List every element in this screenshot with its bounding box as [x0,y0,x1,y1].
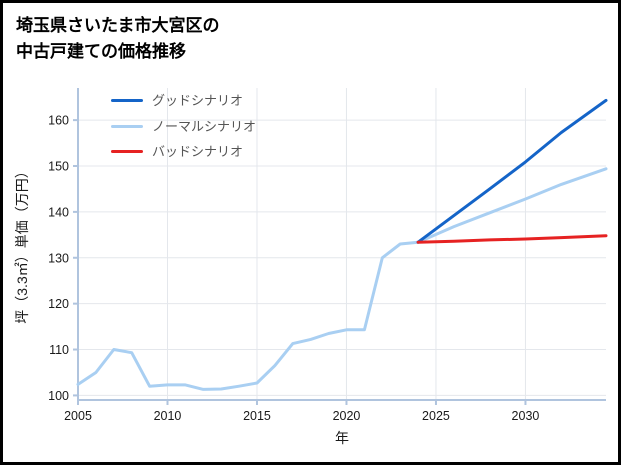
y-tick-label: 120 [48,297,69,311]
x-tick-label: 2010 [154,409,182,423]
x-tick-label: 2030 [512,409,540,423]
normal-scenario-line-swatch [111,124,143,128]
x-tick-label: 2025 [422,409,450,423]
series-line-グッドシナリオ [416,98,608,244]
y-tick-label: 150 [48,160,69,174]
x-axis-label: 年 [335,430,349,446]
price-trend-chart: 2005 2010 2015 2020 2025 2030 100 110 120 130 140 1… [14,88,608,446]
legend-item-bad-scenario: バッドシナリオ [111,144,256,160]
chart-title-line2: 中古戸建ての価格推移 [16,41,186,61]
y-axis-label: 坪（3.3㎡）単価（万円） [14,164,30,323]
legend-label-normal-scenario: ノーマルシナリオ [152,118,257,134]
y-tick-label: 130 [48,251,69,265]
y-tick-label: 140 [48,205,69,219]
y-tick-label: 110 [49,343,69,357]
legend-item-good-scenario: グッドシナリオ [111,93,256,109]
bad-scenario-line-swatch [111,150,143,154]
series-line-バッドシナリオ [416,234,608,244]
legend-label-bad-scenario: バッドシナリオ [152,144,244,160]
legend-item-normal-scenario: ノーマルシナリオ [111,119,256,135]
y-tick-label: 100 [48,389,69,403]
legend: グッドシナリオ ノーマルシナリオ バッドシナリオ [111,93,256,160]
good-scenario-line-swatch [111,99,143,103]
legend-label-good-scenario: グッドシナリオ [152,93,244,108]
x-tick-label: 2005 [64,409,92,423]
chart-title: 埼玉県さいたま市大宮区の 中古戸建ての価格推移 [16,13,220,64]
y-tick-label: 160 [48,114,69,128]
x-tick-label: 2015 [243,409,271,423]
chart-title-line1: 埼玉県さいたま市大宮区の [16,16,220,35]
series-line-ノーマルシナリオ [76,167,608,391]
x-tick-label: 2020 [333,409,361,423]
